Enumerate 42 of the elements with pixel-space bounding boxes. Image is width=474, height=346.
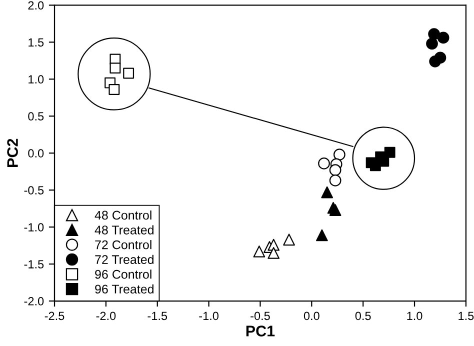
y-tick-label: -2.0 — [24, 297, 44, 306]
x-tick-label: 0.0 — [304, 312, 320, 320]
x-tick-label: -2.5 — [44, 312, 64, 320]
x-axis-title: PC1 — [246, 326, 275, 336]
point — [437, 32, 450, 44]
x-tick-label: -0.5 — [250, 312, 270, 320]
y-tick-label: 1.5 — [28, 38, 44, 47]
legend-label: 48 Control — [94, 210, 152, 220]
point — [318, 158, 330, 170]
point — [110, 62, 121, 74]
y-tick-label: 0.0 — [28, 149, 44, 158]
x-tick-label: -1.0 — [199, 312, 219, 320]
y-tick-label: 2.0 — [28, 1, 44, 10]
point — [426, 38, 438, 50]
y-tick-label: -0.5 — [24, 186, 44, 194]
x-tick-label: -2.0 — [96, 312, 116, 320]
point — [329, 204, 342, 216]
y-tick-label: 1.0 — [28, 75, 44, 84]
legend-label: 72 Control — [95, 240, 152, 250]
point — [253, 246, 266, 258]
point — [329, 164, 342, 176]
x-tick-label: -1.5 — [148, 312, 168, 320]
y-tick-label: -1.5 — [24, 260, 44, 268]
point — [321, 186, 334, 198]
x-tick-label: 1.5 — [458, 312, 474, 320]
point — [434, 52, 446, 64]
x-tick-label: 1.0 — [407, 312, 422, 320]
legend-label: 96 Treated — [95, 284, 154, 294]
point — [333, 148, 346, 161]
point — [316, 229, 328, 242]
x-tick-label: 0.5 — [355, 312, 371, 320]
y-tick-label: -1.0 — [24, 223, 44, 232]
point — [268, 247, 280, 259]
y-axis-title: PC2 — [7, 138, 18, 167]
y-tick-label: 0.5 — [28, 112, 44, 121]
point — [108, 84, 120, 95]
legend-label: 48 Treated — [94, 225, 154, 234]
legend-label: 72 Treated — [95, 254, 154, 264]
legend-label: 96 Control — [95, 270, 152, 279]
point — [283, 234, 295, 246]
point — [329, 174, 342, 186]
point — [123, 68, 134, 79]
